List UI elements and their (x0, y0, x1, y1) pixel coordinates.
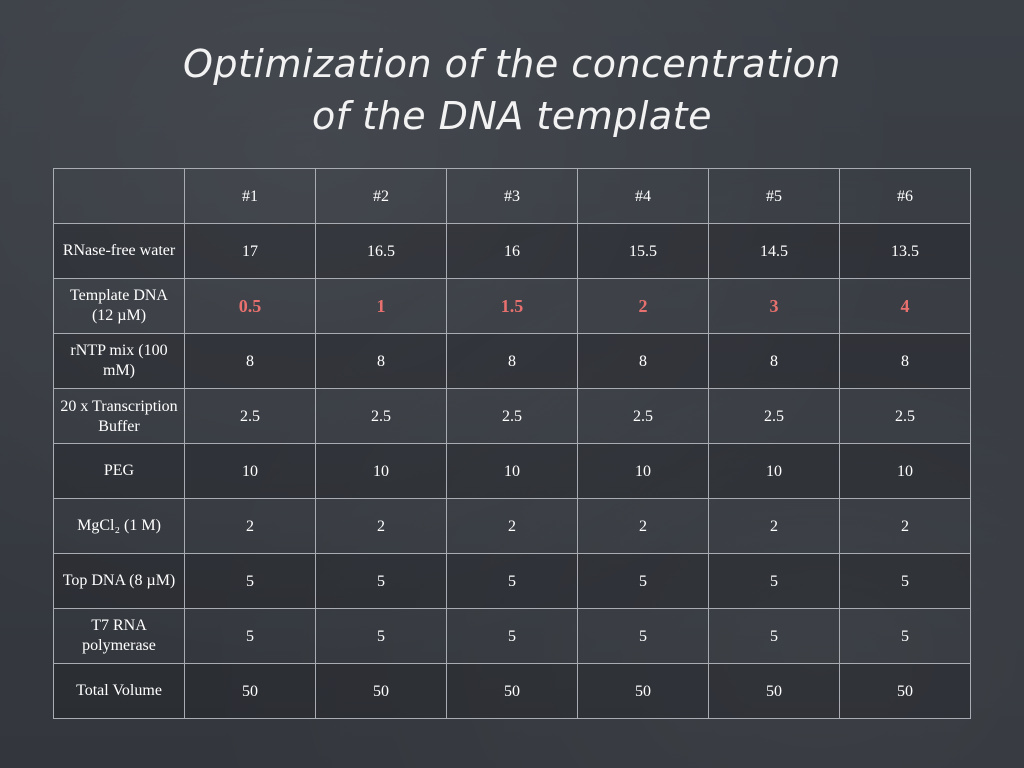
table-cell-highlight: 2 (577, 278, 709, 334)
table-cell: 5 (184, 553, 316, 609)
table-cell: 5 (839, 608, 971, 664)
table-cell: 5 (446, 553, 578, 609)
table-cell: 8 (839, 333, 971, 389)
table-cell-highlight: 0.5 (184, 278, 316, 334)
table-cell-highlight: 1.5 (446, 278, 578, 334)
slide-title-line-2: of the DNA template (312, 94, 712, 138)
table-cell: 10 (446, 443, 578, 499)
table-cell: 10 (577, 443, 709, 499)
table-cell: 5 (446, 608, 578, 664)
table-cell: 2.5 (577, 388, 709, 444)
table-cell: 50 (839, 663, 971, 719)
row-label: MgCl₂ (1 M) (53, 498, 185, 554)
row-label: T7 RNA polymerase (53, 608, 185, 664)
table-cell: 5 (708, 608, 840, 664)
table-cell: 10 (708, 443, 840, 499)
table-cell: 50 (446, 663, 578, 719)
header-cell: #4 (577, 168, 709, 224)
table-cell: 10 (315, 443, 447, 499)
table-cell: 16 (446, 223, 578, 279)
table-row: T7 RNA polymerase 5 5 5 5 5 5 (53, 608, 971, 664)
row-label: 20 x Transcription Buffer (53, 388, 185, 444)
row-label-text: 20 x Transcription Buffer (60, 398, 178, 435)
header-cell (53, 168, 185, 224)
table-cell: 50 (708, 663, 840, 719)
table-cell: 8 (446, 333, 578, 389)
table-cell: 2 (184, 498, 316, 554)
table-header-row: #1 #2 #3 #4 #5 #6 (53, 168, 971, 224)
table-cell: 10 (184, 443, 316, 499)
table-cell-highlight: 1 (315, 278, 447, 334)
header-cell: #2 (315, 168, 447, 224)
table-cell: 5 (184, 608, 316, 664)
row-label: Template DNA (12 µM) (53, 278, 185, 334)
reaction-table-container: #1 #2 #3 #4 #5 #6 RNase-free water 17 16… (53, 168, 971, 720)
table-cell: 2.5 (708, 388, 840, 444)
table-cell: 2 (577, 498, 709, 554)
table-cell: 2.5 (184, 388, 316, 444)
slide-title: Optimization of the concentration of the… (0, 38, 1024, 142)
table-row: Template DNA (12 µM) 0.5 1 1.5 2 3 4 (53, 278, 971, 334)
table-row: 20 x Transcription Buffer 2.5 2.5 2.5 2.… (53, 388, 971, 444)
table-cell: 10 (839, 443, 971, 499)
table-row: Top DNA (8 µM) 5 5 5 5 5 5 (53, 553, 971, 609)
table-cell: 8 (577, 333, 709, 389)
table-row: MgCl₂ (1 M) 2 2 2 2 2 2 (53, 498, 971, 554)
row-label: Total Volume (53, 663, 185, 719)
table-cell: 2 (708, 498, 840, 554)
row-label: RNase-free water (53, 223, 185, 279)
table-cell: 5 (315, 608, 447, 664)
table-cell: 8 (315, 333, 447, 389)
header-cell: #5 (708, 168, 840, 224)
table-cell: 50 (315, 663, 447, 719)
table-row: PEG 10 10 10 10 10 10 (53, 443, 971, 499)
table-cell: 15.5 (577, 223, 709, 279)
header-cell: #3 (446, 168, 578, 224)
header-cell: #1 (184, 168, 316, 224)
table-cell: 50 (184, 663, 316, 719)
table-cell: 2 (446, 498, 578, 554)
table-cell: 2.5 (839, 388, 971, 444)
table-cell: 5 (577, 553, 709, 609)
header-cell: #6 (839, 168, 971, 224)
table-cell: 16.5 (315, 223, 447, 279)
slide-title-line-1: Optimization of the concentration (183, 42, 841, 86)
row-label: PEG (53, 443, 185, 499)
row-label: rNTP mix (100 mM) (53, 333, 185, 389)
table-cell: 5 (315, 553, 447, 609)
table-cell: 14.5 (708, 223, 840, 279)
table-row: RNase-free water 17 16.5 16 15.5 14.5 13… (53, 223, 971, 279)
table-cell: 5 (708, 553, 840, 609)
table-cell: 50 (577, 663, 709, 719)
table-cell-highlight: 3 (708, 278, 840, 334)
row-label: Top DNA (8 µM) (53, 553, 185, 609)
table-cell: 13.5 (839, 223, 971, 279)
table-cell: 8 (708, 333, 840, 389)
table-cell-highlight: 4 (839, 278, 971, 334)
reaction-table: #1 #2 #3 #4 #5 #6 RNase-free water 17 16… (53, 168, 971, 719)
table-cell: 17 (184, 223, 316, 279)
table-cell: 2.5 (446, 388, 578, 444)
table-cell: 2.5 (315, 388, 447, 444)
table-cell: 5 (577, 608, 709, 664)
table-cell: 2 (839, 498, 971, 554)
table-cell: 5 (839, 553, 971, 609)
table-cell: 2 (315, 498, 447, 554)
table-row: Total Volume 50 50 50 50 50 50 (53, 663, 971, 719)
table-cell: 8 (184, 333, 316, 389)
table-row: rNTP mix (100 mM) 8 8 8 8 8 8 (53, 333, 971, 389)
